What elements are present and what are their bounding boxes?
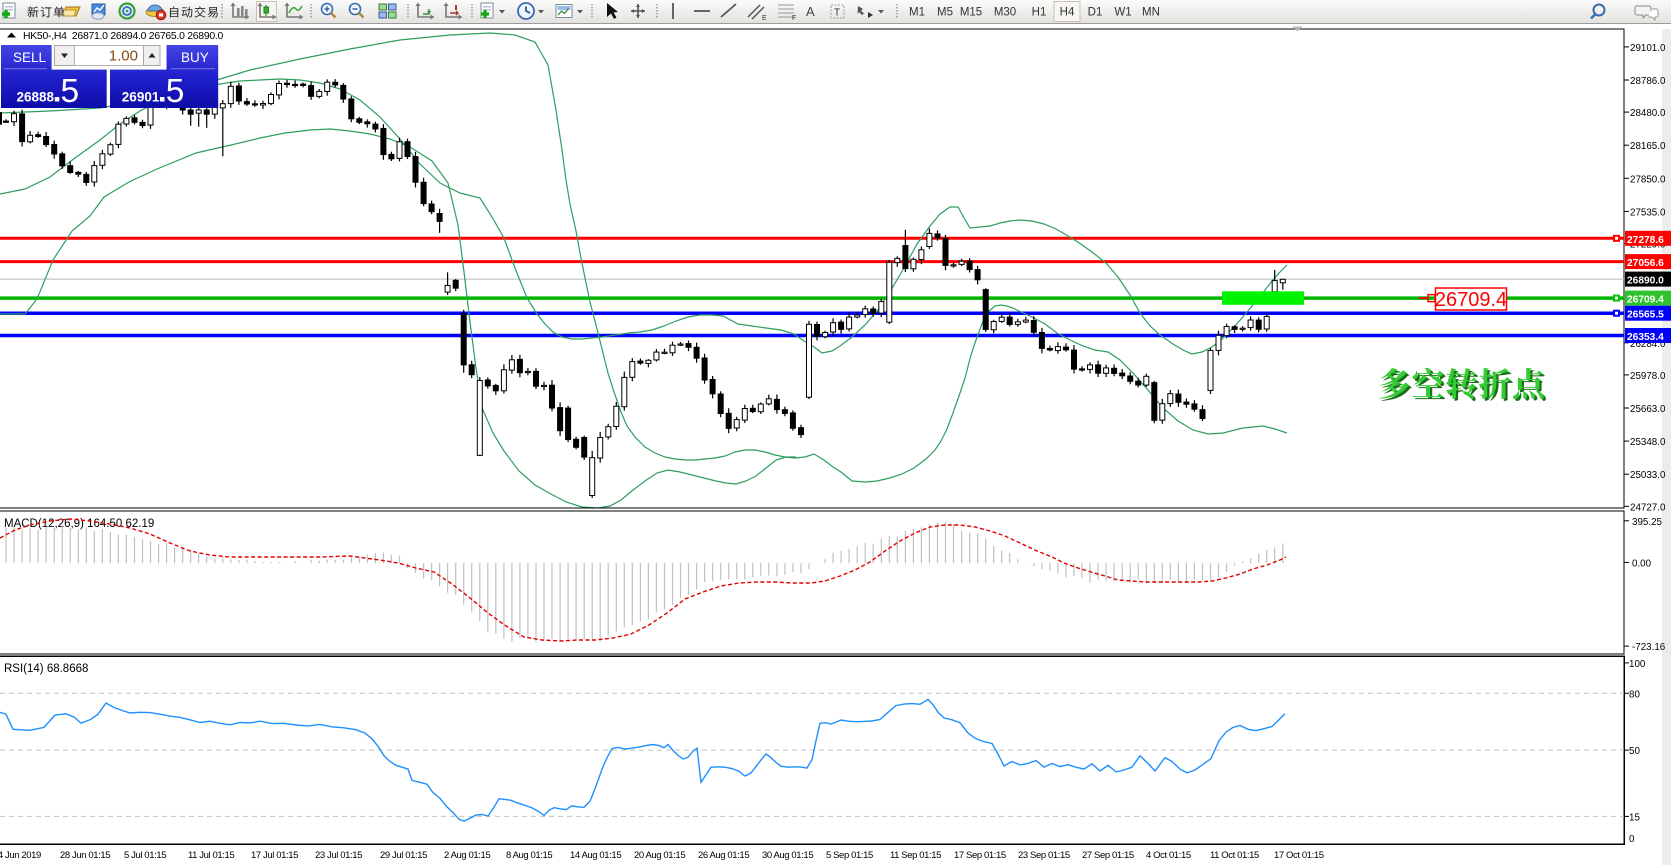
- svg-text:29101.0: 29101.0: [1630, 43, 1666, 54]
- svg-text:26565.5: 26565.5: [1627, 310, 1664, 321]
- svg-text:MN: MN: [1142, 7, 1160, 19]
- svg-text:T: T: [834, 8, 840, 19]
- svg-text:5 Jul 01:15: 5 Jul 01:15: [124, 850, 166, 861]
- svg-text:25663.0: 25663.0: [1630, 404, 1666, 415]
- svg-text:26284.0: 26284.0: [1630, 339, 1666, 350]
- svg-text:H4: H4: [1060, 7, 1075, 19]
- svg-text:BUY: BUY: [181, 50, 209, 65]
- svg-text:5: 5: [61, 73, 80, 110]
- svg-text:2 Aug 01:15: 2 Aug 01:15: [444, 850, 490, 861]
- svg-text:M30: M30: [994, 7, 1016, 19]
- svg-text:28480.0: 28480.0: [1630, 108, 1666, 119]
- svg-text:RSI(14) 68.8668: RSI(14) 68.8668: [4, 663, 88, 675]
- svg-text:26890.0: 26890.0: [1627, 276, 1664, 287]
- svg-text:50: 50: [1629, 746, 1640, 757]
- svg-text:25033.0: 25033.0: [1630, 470, 1666, 481]
- svg-text:MACD(12,26,9) 164.50 62.19: MACD(12,26,9) 164.50 62.19: [4, 518, 154, 530]
- svg-text:W1: W1: [1114, 7, 1131, 19]
- svg-text:4 Oct 01:15: 4 Oct 01:15: [1146, 850, 1191, 861]
- svg-text:27850.0: 27850.0: [1630, 174, 1666, 185]
- svg-text:30 Aug 01:15: 30 Aug 01:15: [762, 850, 813, 861]
- svg-text:25978.0: 25978.0: [1630, 371, 1666, 382]
- svg-text:M15: M15: [960, 7, 982, 19]
- svg-text:5: 5: [166, 73, 185, 110]
- svg-text:27278.6: 27278.6: [1627, 235, 1664, 246]
- svg-text:23 Sep 01:15: 23 Sep 01:15: [1018, 850, 1070, 861]
- svg-text:-723.16: -723.16: [1632, 642, 1666, 653]
- svg-text:1.00: 1.00: [109, 48, 138, 65]
- svg-text:28786.0: 28786.0: [1630, 76, 1666, 87]
- svg-text:26709.4: 26709.4: [1627, 295, 1664, 306]
- svg-text:E: E: [762, 15, 767, 22]
- svg-text:80: 80: [1629, 689, 1640, 700]
- svg-text:100: 100: [1629, 659, 1646, 670]
- svg-text:27 Sep 01:15: 27 Sep 01:15: [1082, 850, 1134, 861]
- svg-text:17 Oct 01:15: 17 Oct 01:15: [1274, 850, 1324, 861]
- svg-text:M1: M1: [909, 7, 925, 19]
- svg-text:17 Sep 01:15: 17 Sep 01:15: [954, 850, 1006, 861]
- svg-text:28165.0: 28165.0: [1630, 141, 1666, 152]
- svg-text:17 Jul 01:15: 17 Jul 01:15: [251, 850, 298, 861]
- svg-text:26888: 26888: [17, 90, 55, 105]
- svg-text:11 Sep 01:15: 11 Sep 01:15: [890, 850, 941, 861]
- svg-text:28 Jun 01:15: 28 Jun 01:15: [60, 850, 110, 861]
- svg-text:23 Jul 01:15: 23 Jul 01:15: [315, 850, 362, 861]
- svg-text:27056.6: 27056.6: [1627, 258, 1664, 269]
- svg-text:H1: H1: [1032, 7, 1047, 19]
- svg-text:26353.4: 26353.4: [1627, 332, 1664, 343]
- svg-text:15: 15: [1629, 812, 1640, 823]
- svg-text:24727.0: 24727.0: [1630, 502, 1666, 513]
- svg-text:14 Aug 01:15: 14 Aug 01:15: [570, 850, 621, 861]
- svg-text:11 Oct 01:15: 11 Oct 01:15: [1210, 850, 1259, 861]
- svg-text:0: 0: [1629, 834, 1635, 845]
- svg-text:HK50-,H4 26871.0 26894.0 2676: HK50-,H4 26871.0 26894.0 26765.0 26890.0: [23, 31, 224, 42]
- svg-text:11 Jul 01:15: 11 Jul 01:15: [188, 850, 234, 861]
- svg-text:26709.4: 26709.4: [1435, 289, 1507, 311]
- svg-text:26901: 26901: [122, 90, 160, 105]
- svg-text:M5: M5: [937, 7, 953, 19]
- svg-text:395.25: 395.25: [1632, 517, 1663, 528]
- svg-text:SELL: SELL: [13, 50, 47, 65]
- svg-text:F: F: [792, 15, 796, 22]
- svg-text:29 Jul 01:15: 29 Jul 01:15: [380, 850, 427, 861]
- svg-text:26 Aug 01:15: 26 Aug 01:15: [698, 850, 749, 861]
- svg-text:20 Aug 01:15: 20 Aug 01:15: [634, 850, 685, 861]
- svg-text:27535.0: 27535.0: [1630, 207, 1666, 218]
- svg-text:0.00: 0.00: [1632, 558, 1652, 569]
- svg-text:A: A: [806, 4, 815, 19]
- svg-text:D1: D1: [1088, 7, 1103, 19]
- svg-text:24 Jun 2019: 24 Jun 2019: [0, 850, 41, 861]
- svg-text:8 Aug 01:15: 8 Aug 01:15: [506, 850, 552, 861]
- svg-text:25348.0: 25348.0: [1630, 437, 1666, 448]
- svg-text:5 Sep 01:15: 5 Sep 01:15: [826, 850, 873, 861]
